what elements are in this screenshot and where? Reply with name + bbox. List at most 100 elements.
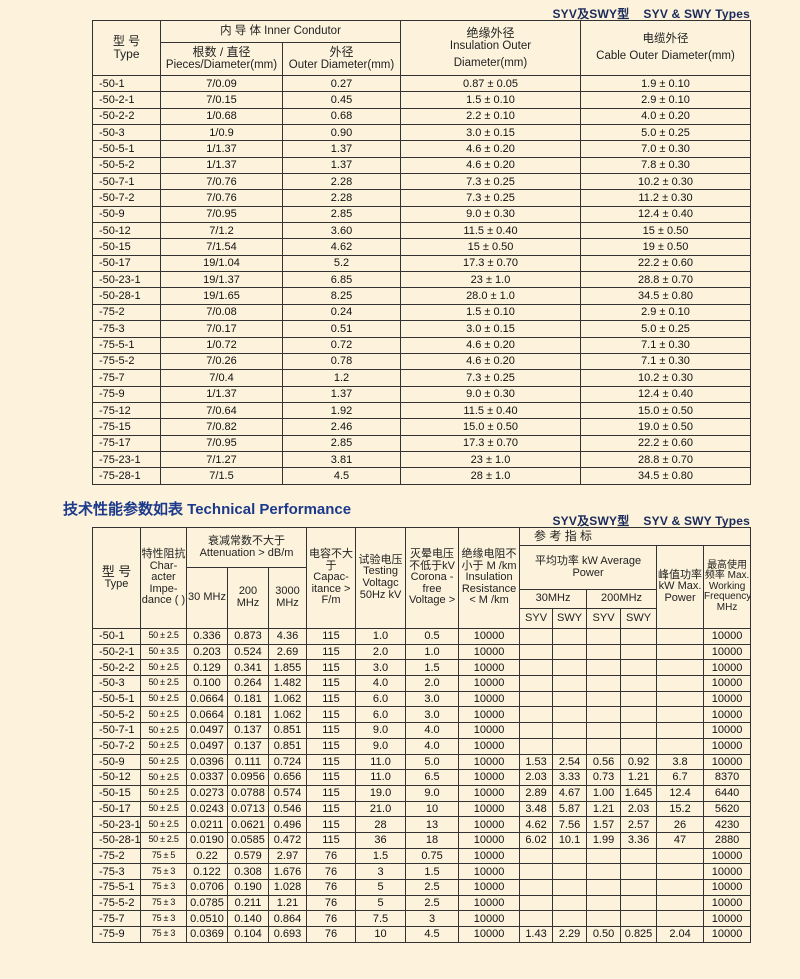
- value-cell: 0.0337: [186, 769, 228, 786]
- value-cell: 11.0: [355, 753, 407, 771]
- value-cell: 2.46: [282, 418, 401, 436]
- value-cell: 1.028: [267, 879, 308, 896]
- value-cell: 10000: [458, 753, 521, 771]
- value-cell: [519, 675, 554, 692]
- value-cell: 115: [306, 643, 357, 661]
- value-cell: 5: [355, 894, 407, 912]
- type-cell: -50-5-1: [92, 690, 141, 708]
- value-cell: 7.56: [552, 816, 588, 833]
- value-cell: 0.0788: [227, 784, 269, 802]
- table-row: -50-5-2 1/1.37 1.37 4.6 ± 0.20 7.8 ± 0.30: [92, 156, 751, 175]
- value-cell: 76: [306, 894, 357, 912]
- type-cell: -75-7: [92, 910, 141, 928]
- type-cell: -75-5-2: [92, 352, 161, 371]
- type-cell: -50-7-2: [92, 737, 141, 755]
- value-cell: 0.0190: [186, 831, 228, 849]
- value-cell: 5.87: [552, 800, 588, 818]
- header-max-frequency: 最高使用频率 Max. Working Frequency MHz: [703, 545, 752, 629]
- value-cell: 1.645: [620, 784, 658, 802]
- value-cell: 115: [306, 769, 357, 786]
- value-cell: 7/0.15: [160, 91, 283, 109]
- value-cell: [656, 675, 705, 692]
- value-cell: 7/0.76: [160, 189, 283, 207]
- value-cell: 75 ± 3: [140, 863, 187, 880]
- value-cell: 4.0: [405, 722, 460, 739]
- value-cell: 0.100: [186, 675, 228, 692]
- value-cell: 50 ± 2.5: [140, 675, 187, 692]
- value-cell: 1.9 ± 0.10: [580, 74, 751, 93]
- type-cell: -75-2: [92, 847, 141, 865]
- value-cell: 115: [306, 675, 357, 692]
- value-cell: [586, 910, 622, 928]
- type-cell: -50-23-1: [92, 271, 161, 289]
- header-inner-conductor: 内 导 体 Inner Condutor: [160, 20, 401, 43]
- value-cell: 2.28: [282, 189, 401, 207]
- value-cell: [620, 863, 658, 880]
- value-cell: 4.0: [405, 737, 460, 755]
- table-row: -75-9 75 ± 3 0.0369 0.104 0.693 76 10 4.5 10000 1…: [92, 926, 752, 943]
- type-cell: -50-2-1: [92, 643, 141, 661]
- value-cell: 10.2 ± 0.30: [580, 369, 751, 387]
- value-cell: 19/1.65: [160, 287, 283, 305]
- value-cell: 10000: [458, 926, 521, 943]
- value-cell: 15 ± 0.50: [400, 238, 581, 256]
- value-cell: 17.3 ± 0.70: [400, 434, 581, 452]
- value-cell: 0.0510: [186, 910, 228, 928]
- value-cell: 50 ± 2.5: [140, 784, 187, 802]
- value-cell: 76: [306, 847, 357, 865]
- value-cell: 15.0 ± 0.50: [580, 401, 751, 420]
- value-cell: 0.137: [227, 737, 269, 755]
- header-syv-30: SYV: [519, 608, 554, 629]
- value-cell: 0.724: [267, 753, 308, 771]
- value-cell: 4.6 ± 0.20: [400, 352, 581, 371]
- value-cell: 0.0713: [227, 800, 269, 818]
- value-cell: 7/0.26: [160, 352, 283, 371]
- type-cell: -75-17: [92, 434, 161, 452]
- value-cell: 2.0: [405, 675, 460, 692]
- value-cell: 0.90: [282, 124, 401, 142]
- value-cell: 22.2 ± 0.60: [580, 434, 751, 452]
- value-cell: 10.2 ± 0.30: [580, 173, 751, 191]
- value-cell: 0.22: [186, 847, 228, 865]
- type-cell: -50-17: [92, 800, 141, 818]
- value-cell: 10000: [458, 784, 521, 802]
- value-cell: 6.0: [355, 706, 407, 724]
- value-cell: 0.472: [267, 831, 308, 849]
- value-cell: 15 ± 0.50: [580, 222, 751, 240]
- header-power-200mhz: 200MHz: [586, 589, 658, 609]
- value-cell: [552, 847, 588, 865]
- value-cell: 1.0: [405, 643, 460, 661]
- value-cell: [586, 863, 622, 880]
- h-cable-en: Cable Outer Diameter(mm): [596, 50, 735, 62]
- value-cell: 7/0.64: [160, 401, 283, 420]
- value-cell: 1.99: [586, 831, 622, 849]
- value-cell: 47: [656, 831, 705, 849]
- value-cell: 6.02: [519, 831, 554, 849]
- table-row: -75-9 1/1.37 1.37 9.0 ± 0.30 12.4 ± 0.40: [92, 385, 751, 403]
- value-cell: 50 ± 2.5: [140, 690, 187, 708]
- value-cell: [519, 863, 554, 880]
- header-insulation-resistance: 绝缘电阻不小于 M /km Insulation Resistance < M …: [458, 527, 521, 629]
- h-ins-en2: Diameter(mm): [453, 56, 528, 69]
- value-cell: 50 ± 2.5: [140, 722, 187, 739]
- value-cell: 4.6 ± 0.20: [400, 336, 581, 354]
- value-cell: 0.496: [267, 816, 308, 833]
- value-cell: 10000: [458, 879, 521, 896]
- types-label-2: SYV及SWY型 SYV & SWY Types: [538, 512, 750, 529]
- value-cell: 3: [405, 910, 460, 928]
- value-cell: 8.25: [282, 287, 401, 305]
- value-cell: 4.0 ± 0.20: [580, 107, 751, 126]
- type-cell: -50-2-1: [92, 91, 161, 109]
- value-cell: 0.693: [267, 926, 308, 943]
- value-cell: 23 ± 1.0: [400, 271, 581, 289]
- table-row: -75-5-2 7/0.26 0.78 4.6 ± 0.20 7.1 ± 0.30: [92, 352, 751, 371]
- value-cell: [552, 659, 588, 677]
- value-cell: 50 ± 3.5: [140, 643, 187, 661]
- value-cell: 10000: [458, 863, 521, 880]
- value-cell: 4.5: [405, 926, 460, 943]
- value-cell: 0.137: [227, 722, 269, 739]
- value-cell: 10000: [458, 690, 521, 708]
- value-cell: 5.0 ± 0.25: [580, 124, 751, 142]
- table-row: -50-23-1 50 ± 2.5 0.0211 0.0621 0.496 115 28 13…: [92, 816, 752, 833]
- table-row: -75-7 7/0.4 1.2 7.3 ± 0.25 10.2 ± 0.30: [92, 369, 751, 387]
